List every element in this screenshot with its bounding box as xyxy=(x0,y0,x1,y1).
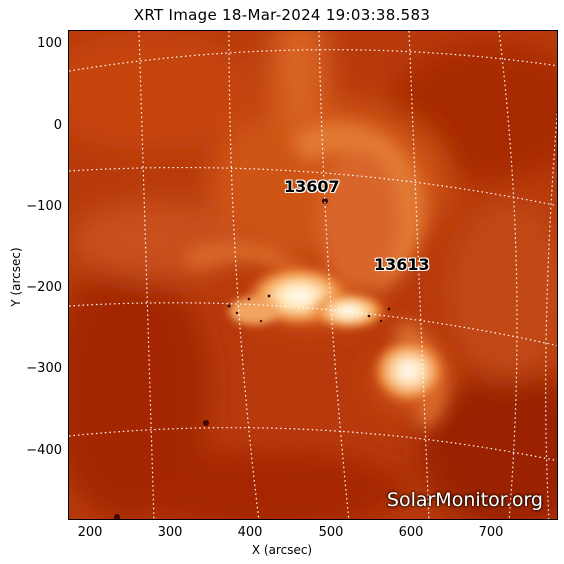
watermark: SolarMonitor.org xyxy=(386,489,543,511)
solar-image-panel: 13607 13613 SolarMonitor.org xyxy=(68,30,558,520)
region-label-13607: 13607 xyxy=(284,177,340,196)
y-tick-label: −400 xyxy=(26,443,62,458)
dark-specks xyxy=(114,198,391,519)
heliographic-grid xyxy=(69,31,557,519)
corona-image xyxy=(69,31,557,519)
region-label-13613: 13613 xyxy=(374,255,430,274)
y-tick-label: −100 xyxy=(26,199,62,214)
y-axis-label: Y (arcsec) xyxy=(9,247,23,307)
y-tick-label: 0 xyxy=(53,118,62,133)
image-title: XRT Image 18-Mar-2024 19:03:38.583 xyxy=(133,6,431,24)
x-tick-label: 700 xyxy=(478,525,504,540)
active-region-cores xyxy=(229,264,447,405)
x-tick-label: 200 xyxy=(77,525,103,540)
y-tick-label: 100 xyxy=(37,36,62,51)
x-tick-label: 500 xyxy=(318,525,344,540)
x-tick-label: 300 xyxy=(157,525,183,540)
x-tick-label: 400 xyxy=(237,525,263,540)
x-axis-label: X (arcsec) xyxy=(251,543,313,557)
x-tick-label: 600 xyxy=(398,525,424,540)
y-tick-label: −200 xyxy=(26,280,62,295)
y-tick-label: −300 xyxy=(26,361,62,376)
